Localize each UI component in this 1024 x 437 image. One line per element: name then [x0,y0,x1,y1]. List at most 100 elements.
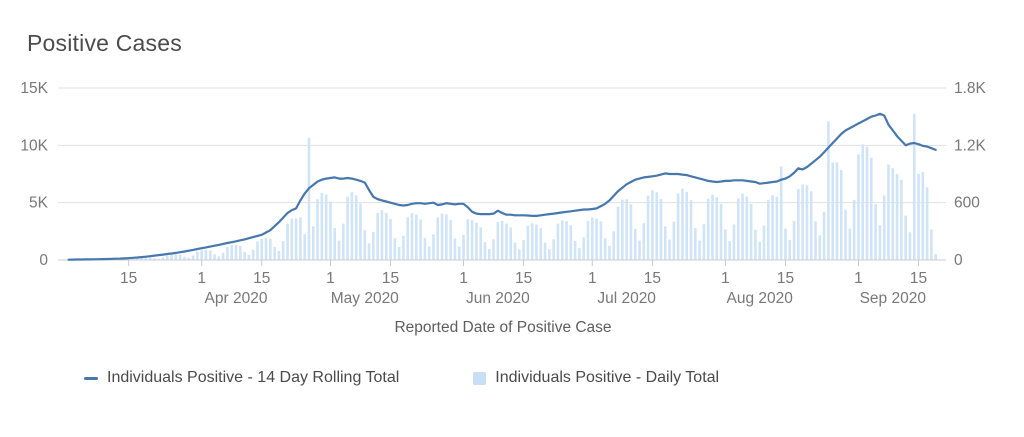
legend-item[interactable]: Individuals Positive - 14 Day Rolling To… [84,369,399,387]
daily-total-bar [762,225,766,260]
x-tick-label: 15 [644,270,661,287]
daily-total-bar [414,214,418,260]
daily-total-bar [827,121,830,260]
daily-total-bar [766,200,770,260]
x-tick-label: 15 [253,270,270,287]
daily-total-bar [479,227,482,260]
daily-total-bar [565,221,568,260]
daily-total-bar [518,249,521,260]
daily-total-bar [745,196,749,260]
daily-total-bar [178,254,182,260]
daily-total-bar [204,249,208,260]
daily-total-bar [771,195,774,260]
daily-total-bar [809,191,813,260]
daily-total-bar [183,256,186,260]
daily-total-bar [307,137,311,260]
daily-total-bar [445,214,448,260]
daily-total-bar [900,179,903,260]
daily-total-bar [419,219,422,260]
daily-total-bar [251,249,255,260]
y-axis-left-tick-label: 15K [20,80,48,97]
daily-total-bar [728,241,731,260]
daily-total-bar [741,193,744,260]
daily-total-bar [784,228,787,260]
x-tick-label: 1 [197,270,206,287]
daily-total-bar [603,238,607,260]
daily-total-bar [659,198,663,260]
daily-total-bar [311,226,315,260]
daily-total-bar [299,217,302,260]
daily-total-bar [496,221,500,260]
legend-line-marker-icon [84,376,98,380]
daily-total-bar [779,166,783,260]
daily-total-bar [273,246,276,260]
y-axis-left-tick-label: 10K [20,137,48,154]
daily-total-bar [170,254,173,260]
chart-legend: Individuals Positive - 14 Day Rolling To… [84,369,719,387]
daily-total-bar [509,227,513,260]
daily-total-bar [934,254,938,260]
daily-total-bar [522,240,525,260]
daily-total-bar [698,240,701,260]
daily-total-bar [226,246,229,260]
daily-total-bar [621,199,624,260]
x-month-label: Apr 2020 [205,290,268,307]
x-tick-label: 15 [777,270,794,287]
daily-total-bar [711,194,714,260]
daily-total-bar [925,187,929,260]
daily-total-bar [831,162,834,260]
daily-total-bar [530,223,534,260]
y-axis-left-tick-label: 0 [39,252,48,269]
daily-total-bar [715,197,719,260]
daily-total-bar [260,238,264,260]
daily-total-bar [672,221,676,260]
y-axis-right-tick-label: 1.8K [954,80,987,97]
daily-total-bar [775,196,779,260]
daily-total-bar [363,230,367,260]
x-tick-label: 15 [910,270,927,287]
daily-total-bar [560,220,564,260]
x-tick-label: 1 [721,270,730,287]
daily-total-bar [616,206,620,260]
daily-total-bar [432,234,435,260]
daily-total-bar [578,248,581,260]
daily-total-bar [552,239,555,260]
daily-total-bar [346,196,349,260]
daily-total-bar [372,231,375,260]
daily-total-bar [694,228,697,260]
daily-total-bar [668,239,671,260]
daily-total-bar [230,245,234,260]
daily-total-bar [487,249,491,260]
y-axis-right-tick-label: 600 [954,195,980,212]
x-tick-label: 1 [459,270,468,287]
daily-total-bar [655,192,658,260]
daily-total-bar [492,239,495,260]
legend-item[interactable]: Individuals Positive - Daily Total [473,369,719,387]
daily-total-bar [857,154,860,260]
daily-total-bar [161,257,165,260]
daily-total-bar [303,234,306,260]
daily-total-bar [676,193,680,260]
daily-total-bar [865,146,869,260]
daily-total-bar [281,241,285,260]
daily-total-bar [912,113,916,260]
daily-total-bar [470,219,474,260]
daily-total-bar [595,218,598,260]
daily-total-bar [736,198,740,260]
daily-total-bar [921,172,925,260]
daily-total-bar [200,250,203,260]
x-month-label: Aug 2020 [727,290,794,307]
daily-total-bar [539,228,543,260]
y-axis-right-tick-label: 0 [954,252,963,269]
daily-total-bar [243,251,246,260]
daily-total-bar [384,212,388,260]
x-axis-title: Reported Date of Positive Case [394,319,612,336]
daily-total-bar [329,201,332,260]
daily-total-bar [878,225,882,260]
daily-total-bar [354,195,358,260]
x-tick-label: 15 [120,270,137,287]
daily-total-bar [612,231,616,260]
daily-total-bar [380,210,384,260]
x-month-label: Sep 2020 [860,290,927,307]
daily-total-bar [316,199,319,260]
